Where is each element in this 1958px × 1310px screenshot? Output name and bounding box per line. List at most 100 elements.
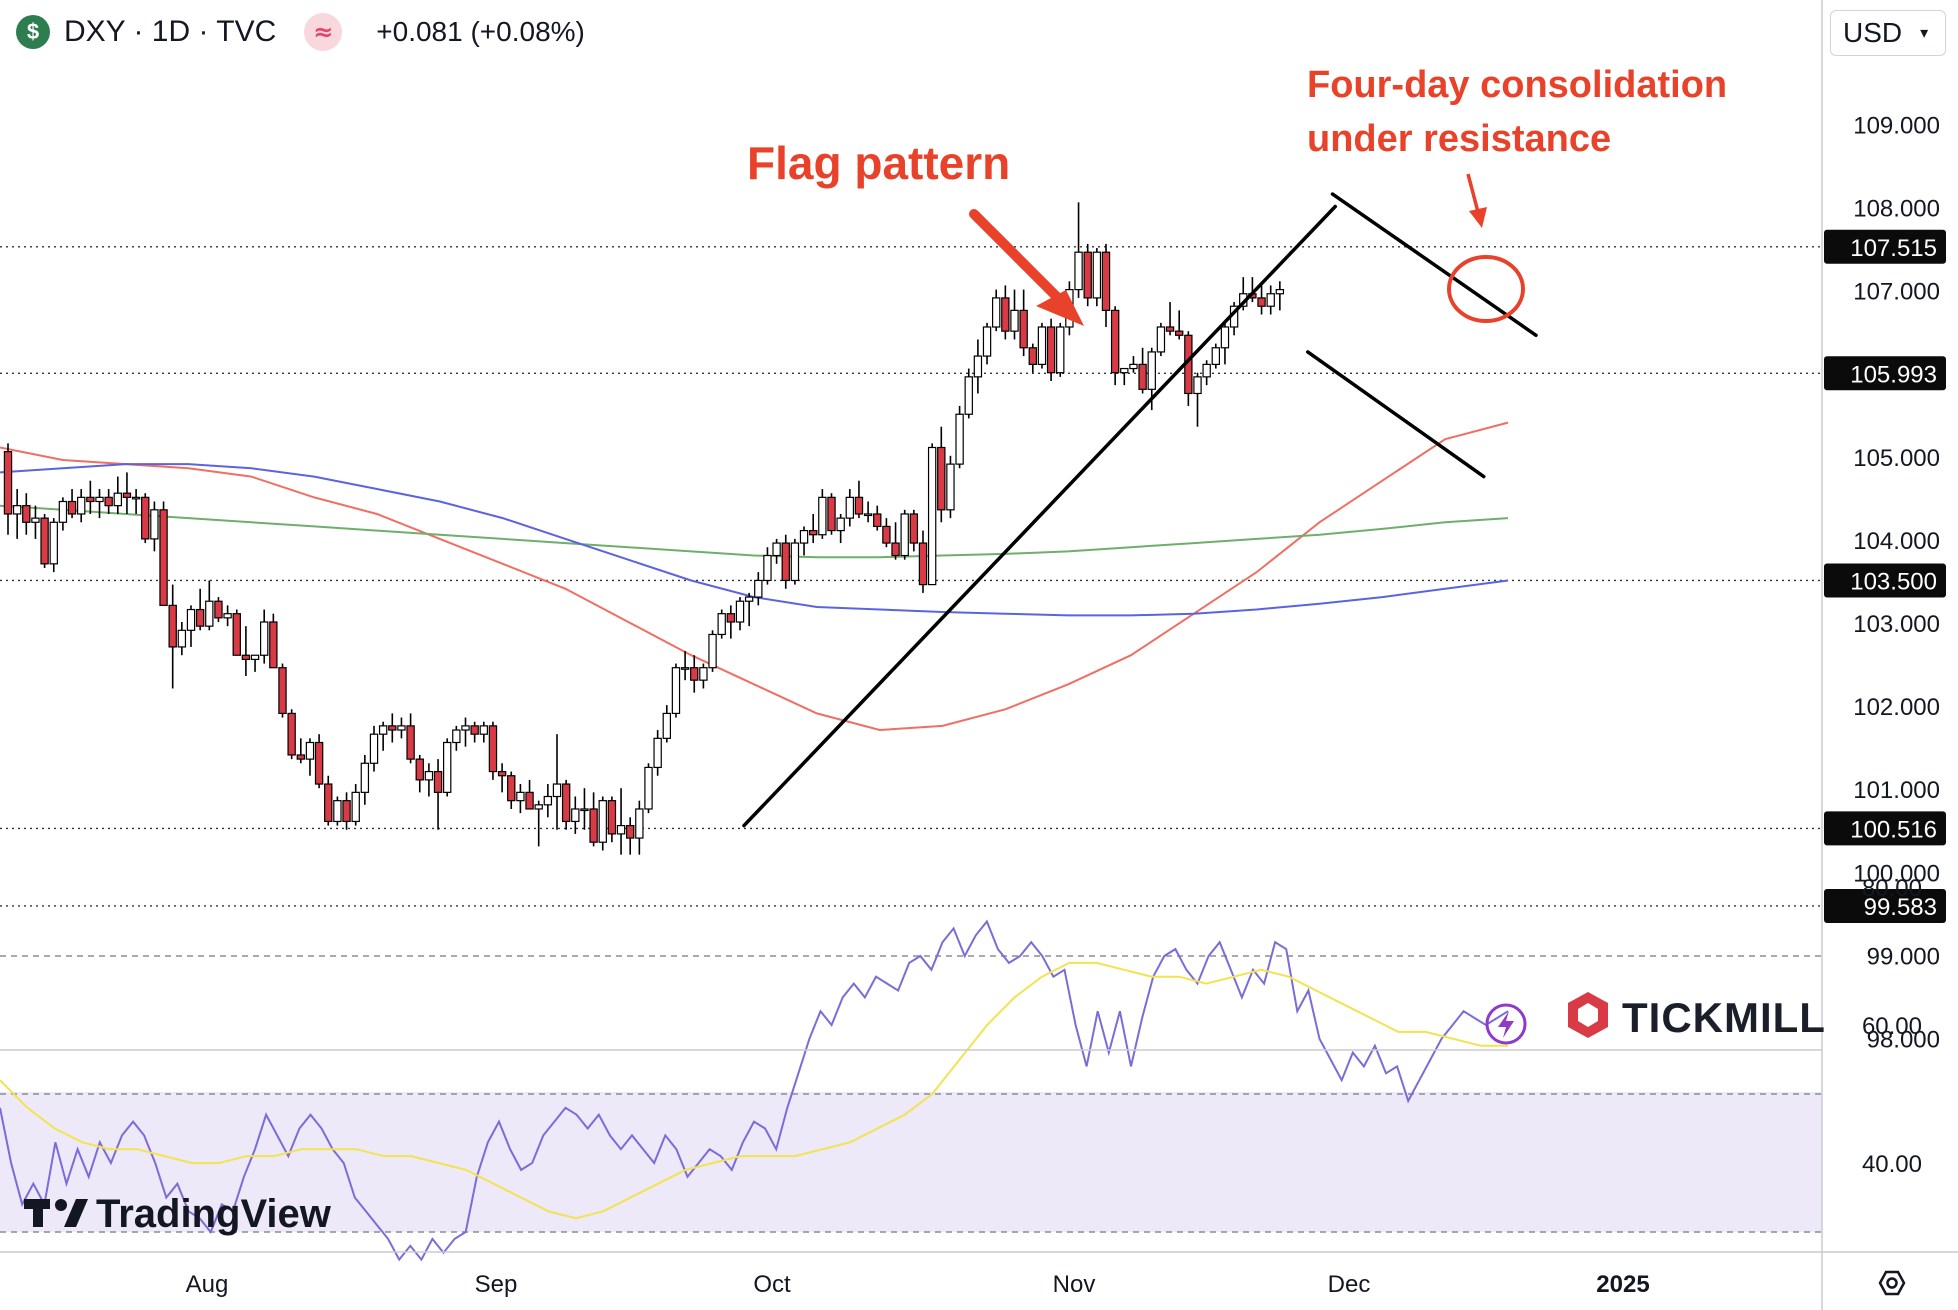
candle — [488, 721, 498, 780]
candle — [305, 738, 315, 776]
candle — [1202, 360, 1211, 386]
indicator-wave-icon[interactable]: ≈ — [304, 13, 343, 51]
candle — [909, 509, 919, 552]
candle — [1110, 306, 1120, 386]
candle — [369, 725, 379, 772]
rsi-band — [0, 1092, 1822, 1232]
candle — [516, 784, 525, 814]
trendline — [742, 204, 1337, 828]
candle — [159, 501, 168, 606]
candle — [561, 779, 571, 830]
candle — [653, 730, 662, 776]
price-tag: 99.583 — [1824, 888, 1946, 923]
candle — [12, 489, 22, 539]
dollar-coin-icon: $ — [16, 15, 50, 49]
candle — [177, 622, 187, 656]
currency-select[interactable]: USD ▾ — [1830, 10, 1946, 56]
candle — [1028, 343, 1037, 373]
candle — [937, 426, 946, 523]
candle — [214, 597, 223, 622]
consolidation-arrow-head — [1469, 207, 1487, 228]
candle — [22, 493, 31, 535]
candle — [397, 717, 406, 739]
settings-gear-icon[interactable] — [1878, 1270, 1906, 1296]
candle — [836, 513, 845, 544]
candle — [973, 339, 983, 394]
candle — [854, 480, 864, 519]
candle — [86, 480, 95, 514]
candle — [232, 609, 241, 656]
price-tag-label: 100.516 — [1850, 816, 1937, 843]
candle — [205, 580, 214, 631]
candle — [616, 788, 626, 855]
candle — [95, 489, 104, 519]
candle — [1010, 289, 1019, 340]
rsi-series-line — [0, 961, 1508, 1220]
candle — [296, 738, 306, 764]
candle — [607, 796, 617, 843]
candle — [360, 754, 370, 805]
rsi-tick-label: 40.00 — [1862, 1151, 1922, 1178]
candle — [433, 759, 443, 830]
candle — [287, 709, 296, 760]
candle — [1184, 331, 1193, 406]
candle — [1129, 356, 1138, 373]
price-tick-label: 109.000 — [1853, 112, 1940, 139]
candle — [1174, 310, 1184, 340]
candle — [260, 609, 269, 664]
candle — [625, 817, 635, 855]
candle — [1037, 322, 1047, 369]
consolidation-arrow — [1466, 173, 1480, 213]
candle — [534, 800, 543, 847]
price-tag: 100.516 — [1824, 811, 1946, 846]
candle — [763, 547, 772, 585]
price-tick-label: 105.000 — [1853, 445, 1940, 472]
candle — [635, 800, 644, 855]
candle — [781, 534, 790, 589]
candle — [982, 322, 992, 365]
candle — [122, 472, 132, 514]
lightning-icon[interactable] — [1485, 1003, 1527, 1045]
candle — [241, 626, 251, 677]
candle — [827, 493, 836, 535]
candle — [525, 779, 534, 810]
candle — [351, 784, 360, 826]
candle — [388, 713, 397, 743]
consolidation-label-line2: under resistance — [1307, 118, 1612, 160]
candle — [927, 443, 937, 586]
candle — [699, 663, 708, 689]
candle — [873, 505, 882, 531]
price-tag: 107.515 — [1824, 229, 1946, 264]
time-axis: Aug Sep Oct Nov Dec 2025 — [186, 1271, 1650, 1298]
candle — [415, 754, 424, 793]
candle — [1019, 289, 1028, 357]
candle — [1229, 302, 1239, 336]
price-tag: 103.500 — [1824, 563, 1946, 598]
candle — [195, 588, 205, 631]
candle — [113, 476, 122, 514]
candle — [31, 505, 40, 539]
candle — [1046, 318, 1056, 382]
candle — [461, 717, 470, 747]
candle — [141, 493, 150, 544]
trendline — [1330, 192, 1538, 338]
candle — [946, 455, 955, 519]
candle — [269, 613, 278, 669]
candle — [76, 489, 86, 523]
grid-lines — [0, 246, 1822, 907]
trendline — [1306, 350, 1486, 479]
candle — [1074, 202, 1083, 298]
candle — [1165, 302, 1175, 336]
time-tick-label: 2025 — [1596, 1271, 1649, 1298]
candle — [991, 289, 1001, 332]
candlesticks — [3, 202, 1285, 855]
candle — [671, 663, 681, 718]
symbol-title[interactable]: DXY · 1D · TVC — [64, 15, 277, 48]
price-tick-label: 101.000 — [1853, 777, 1940, 804]
candle — [1257, 285, 1266, 315]
candle — [1211, 343, 1220, 369]
candle — [1193, 372, 1202, 427]
currency-value: USD — [1843, 17, 1903, 48]
candle — [580, 788, 589, 830]
